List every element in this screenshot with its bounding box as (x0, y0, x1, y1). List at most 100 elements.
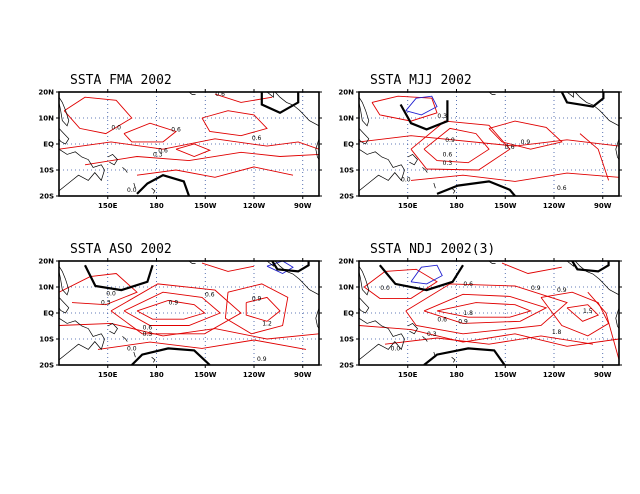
coastline (122, 336, 128, 342)
coastline (151, 187, 156, 194)
contour-label: 1.2 (262, 320, 272, 327)
positive-contour (579, 133, 610, 181)
lon-tick-label: 120W (243, 371, 266, 379)
coastline (422, 336, 428, 342)
lon-tick-label: 150E (398, 371, 418, 379)
coastline (133, 182, 136, 189)
lon-tick-label: 150W (194, 202, 217, 210)
positive-contour (123, 122, 177, 143)
positive-contour (59, 138, 319, 150)
coastline (122, 167, 128, 173)
contour-label: 0.0 (127, 187, 137, 194)
positive-contour (423, 127, 490, 164)
panel-plot-area: 0.60.0 0.60.60.30.60.0 (59, 92, 319, 196)
negative-contour (266, 261, 294, 275)
contour-label: 0.3 (443, 160, 453, 167)
panel-title: SSTA MJJ 2002 (370, 73, 472, 88)
positive-contour (201, 110, 268, 137)
positive-contour (59, 273, 138, 306)
positive-contour (201, 262, 255, 272)
lat-tick-label: 10N (38, 284, 54, 292)
map-panel-mjj: SSTA MJJ 2002 0.3 0.9 0.6 0.3 0.6 0.9 0.0 0.6 150… (338, 73, 622, 210)
coastline (451, 356, 456, 363)
coastline (133, 351, 136, 358)
contour-label: 1.8 (552, 329, 562, 336)
zero-contour (378, 264, 464, 292)
contour-label: 0.6 (252, 135, 262, 142)
positive-contour (245, 296, 281, 322)
positive-contour (566, 304, 600, 322)
positive-contour (224, 283, 289, 335)
coastline (359, 317, 405, 361)
lon-tick-label: 90W (594, 371, 612, 379)
positive-contour (136, 166, 294, 178)
lon-tick-label: 150E (98, 371, 118, 379)
contour-label: 0.9 (445, 137, 455, 144)
positive-contour (587, 291, 619, 360)
zero-contour (560, 92, 605, 108)
contour-label: 0.0 (401, 176, 411, 183)
coastline (359, 297, 370, 314)
lon-tick-label: 120W (543, 371, 566, 379)
coastline (359, 97, 370, 127)
coastline (188, 261, 196, 264)
coastline (488, 92, 496, 95)
zero-contour (423, 347, 506, 365)
negative-contour (410, 264, 443, 285)
coastline (260, 261, 274, 267)
contour-label: 0.3 (101, 300, 111, 307)
contour-label: 0.6 (463, 281, 473, 288)
contour-label: 0.6 (437, 316, 447, 323)
coastline (359, 266, 370, 296)
positive-contour (110, 283, 242, 335)
lat-tick-label: 10S (39, 167, 54, 175)
positive-contour (84, 151, 319, 166)
coastline (359, 128, 370, 145)
coastline (260, 92, 274, 98)
lat-tick-label: 20S (339, 362, 354, 370)
positive-contour (436, 302, 532, 318)
contour-label: 1.8 (463, 310, 473, 317)
lat-tick-label: 20N (338, 89, 354, 97)
lat-tick-label: 20N (338, 258, 354, 266)
coastline (59, 317, 105, 361)
lon-tick-label: 150W (494, 202, 517, 210)
contour-label: 0.6 (505, 144, 515, 151)
lat-tick-label: 10S (39, 336, 54, 344)
coastline (560, 92, 574, 98)
positive-contour (63, 96, 133, 135)
contour-label: 0.6 (443, 151, 453, 158)
contour-label: 0.3 (153, 151, 163, 158)
coastline (151, 356, 156, 363)
contour-label: 0.0 (106, 290, 116, 297)
zero-contour (399, 100, 449, 131)
lat-tick-label: 20S (39, 362, 54, 370)
coastline (574, 261, 619, 296)
zero-contour (571, 261, 610, 273)
coastline (407, 322, 418, 335)
coastline (315, 138, 319, 196)
negative-contour (405, 95, 438, 116)
panel-title: SSTA FMA 2002 (70, 73, 172, 88)
contour-label: 0.6 (171, 127, 181, 134)
panel-plot-area: 0.00.60.91.80.6 0.91.50.3 1.80.90.0 (359, 261, 619, 365)
coastline (107, 153, 118, 166)
coastline (615, 138, 619, 196)
contour-label: 0.9 (521, 139, 531, 146)
positive-contour (136, 300, 206, 320)
contour-label: 1.5 (583, 308, 593, 315)
lat-tick-label: 20S (339, 193, 354, 201)
coastline (59, 297, 70, 314)
contour-label: 0.0 (391, 345, 401, 352)
panel-title: SSTA ASO 2002 (70, 242, 172, 257)
lat-tick-label: 10S (339, 336, 354, 344)
coastline (359, 148, 405, 192)
positive-contour (123, 291, 222, 326)
coastline (560, 261, 574, 267)
coastline (107, 322, 118, 335)
contour-label: 0.9 (531, 285, 541, 292)
lon-tick-label: 90W (594, 202, 612, 210)
lat-tick-label: EQ (43, 141, 54, 149)
